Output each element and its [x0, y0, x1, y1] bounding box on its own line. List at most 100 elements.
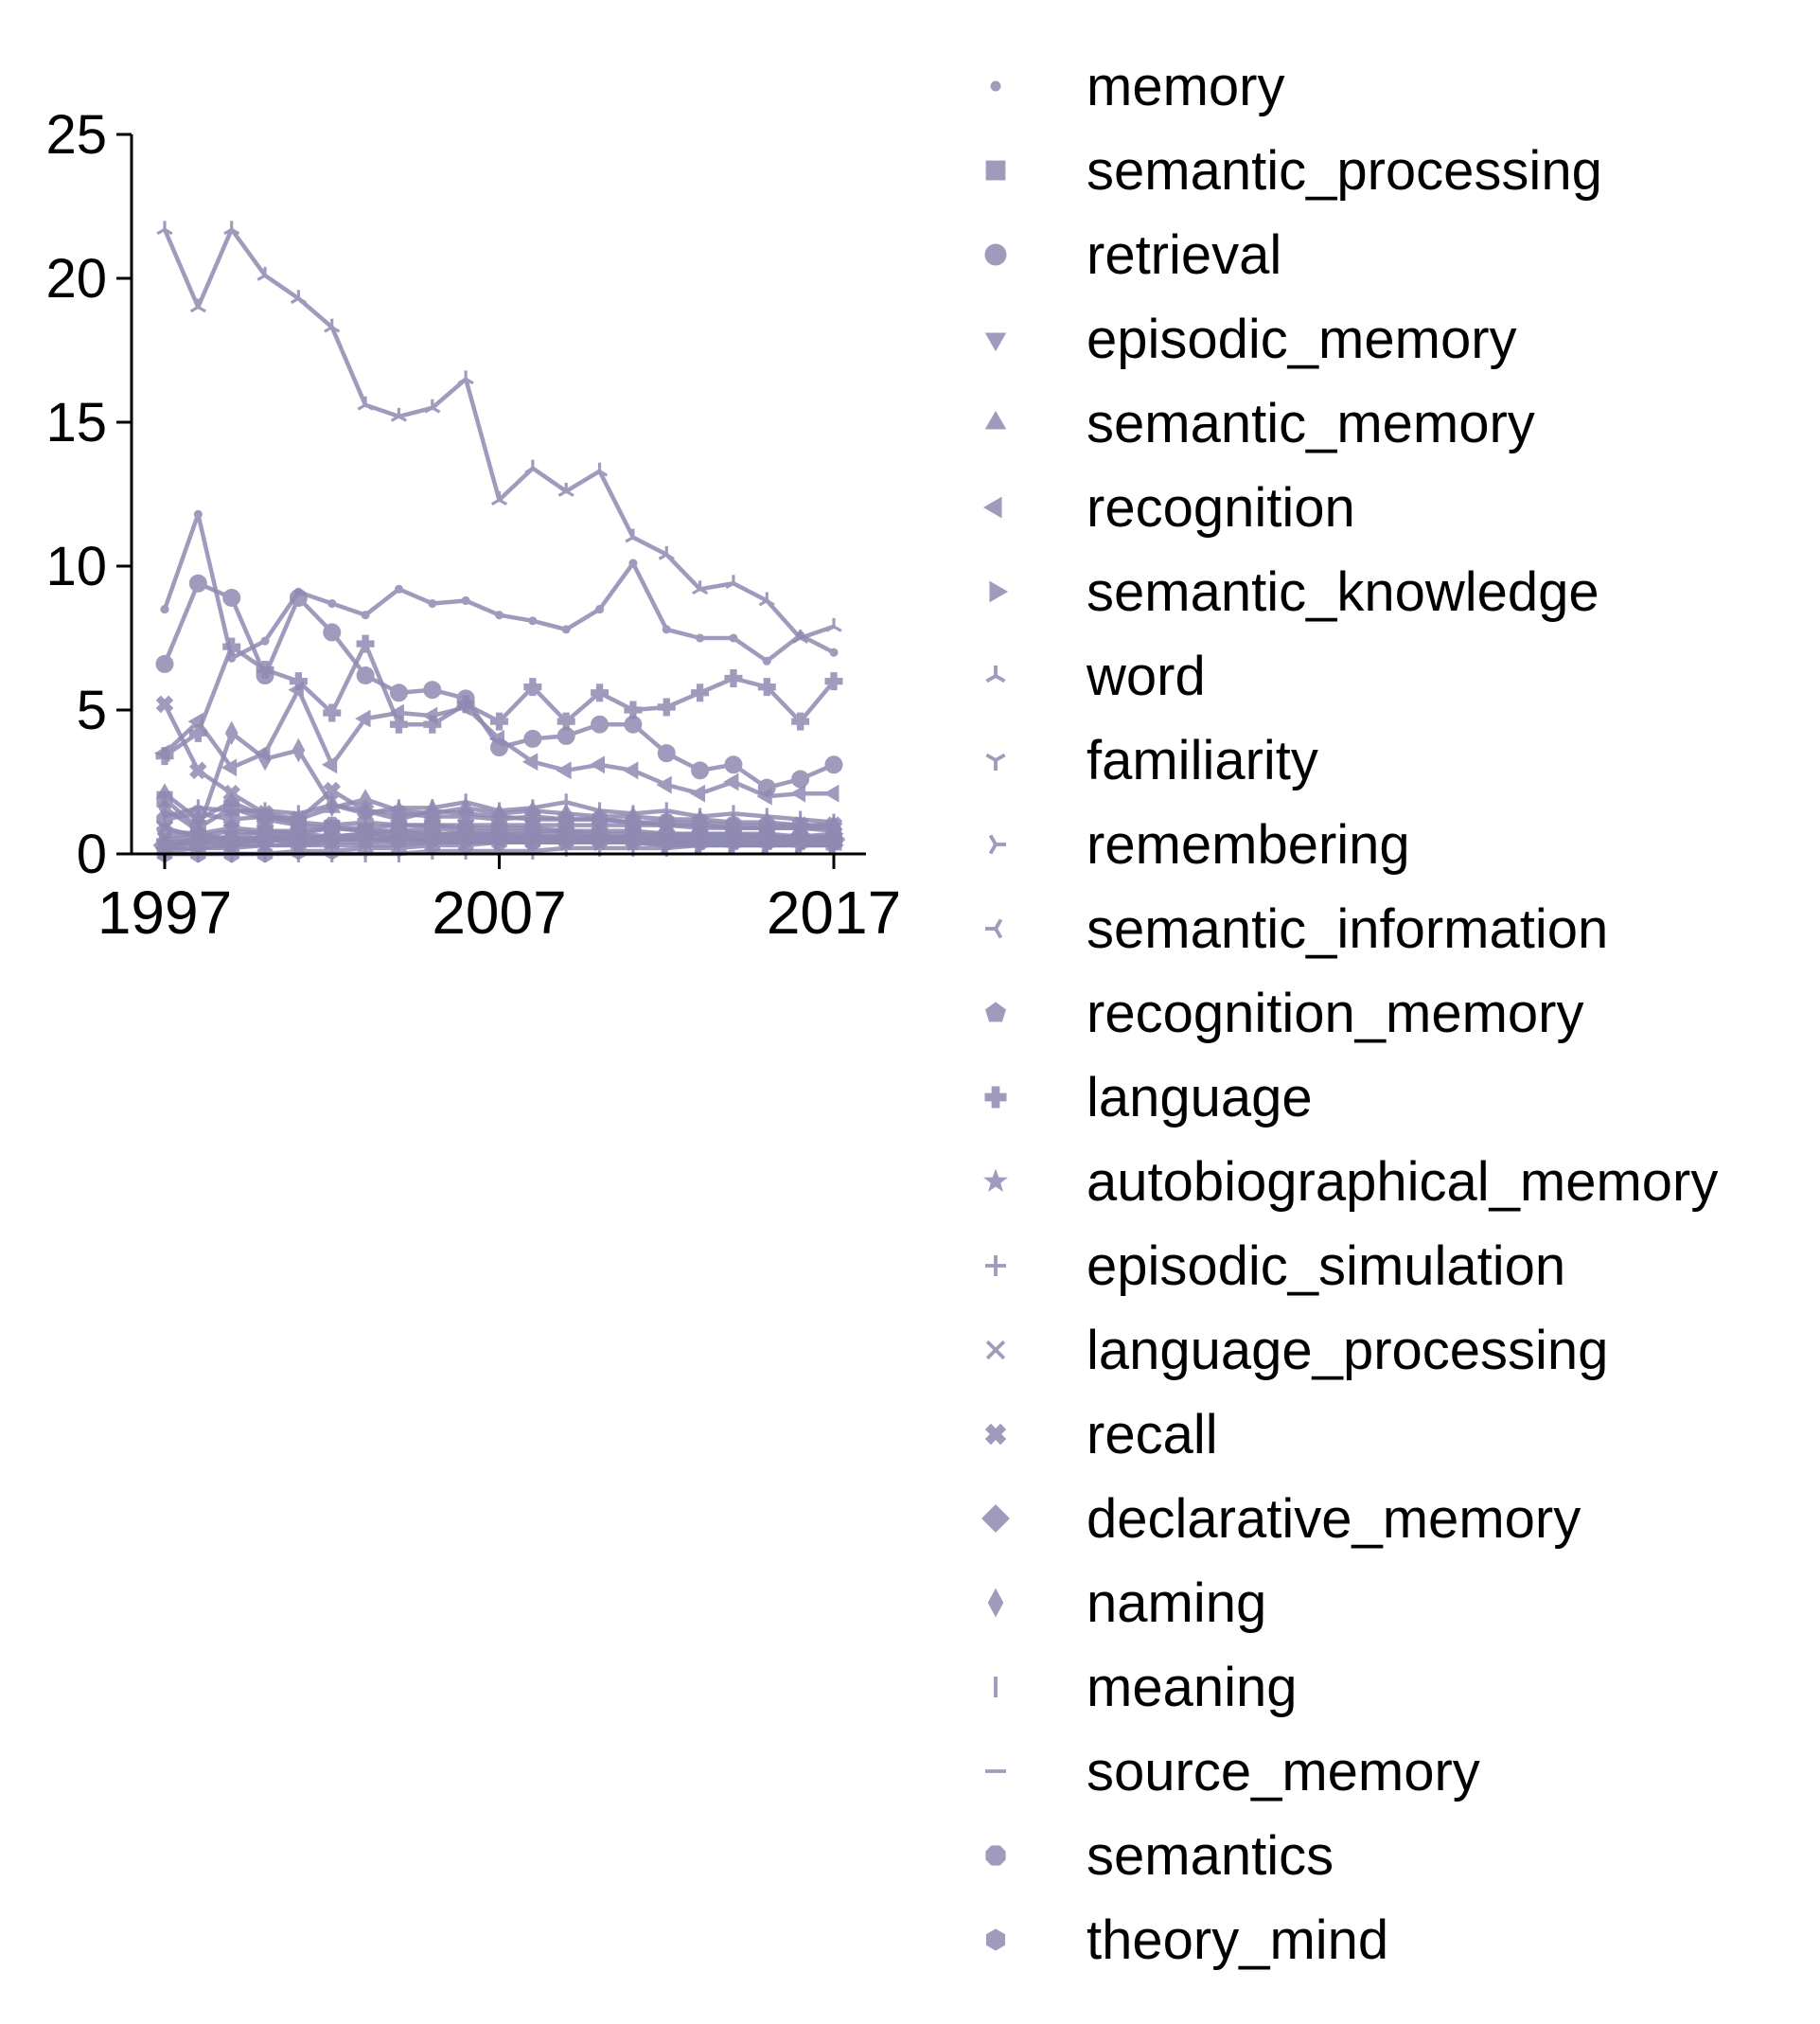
legend-item-naming: naming: [987, 1572, 1266, 1634]
data-point: [292, 737, 306, 763]
data-point: [557, 830, 574, 849]
data-point: [692, 580, 709, 595]
data-point: [324, 318, 341, 333]
y-tick-label: 20: [45, 248, 107, 310]
data-point: [729, 633, 738, 643]
data-point: [657, 698, 676, 717]
data-point: [592, 830, 608, 849]
data-point: [323, 623, 342, 642]
legend-marker: [984, 332, 1007, 352]
data-point: [222, 637, 241, 656]
data-point: [189, 298, 206, 313]
data-point: [591, 715, 610, 734]
legend-label: word: [1086, 646, 1206, 707]
data-point: [355, 709, 371, 728]
legend-marker: [988, 834, 1006, 855]
x-tick-label: 1997: [97, 879, 232, 947]
legend-item-semantic-knowledge: semantic_knowledge: [989, 561, 1599, 623]
legend-item-meaning: meaning: [994, 1657, 1297, 1718]
legend-label: semantic_knowledge: [1087, 561, 1599, 623]
legend-item-episodic-memory: episodic_memory: [984, 309, 1517, 370]
data-point: [188, 723, 207, 742]
data-point: [424, 836, 441, 855]
legend-label: semantic_information: [1087, 898, 1608, 960]
data-point: [591, 462, 609, 477]
data-point: [289, 588, 308, 607]
legend-item-word: word: [985, 646, 1206, 707]
data-point: [461, 595, 470, 606]
data-point: [490, 491, 508, 506]
legend-label: retrieval: [1087, 224, 1281, 286]
legend-marker: [985, 1255, 1006, 1276]
data-point: [155, 747, 174, 766]
data-point: [656, 775, 672, 794]
legend-label: source_memory: [1087, 1741, 1480, 1802]
data-point: [321, 755, 338, 774]
data-point: [825, 825, 842, 843]
legend-label: language: [1087, 1067, 1313, 1128]
data-point: [657, 744, 676, 763]
data-point: [625, 528, 642, 543]
data-point: [188, 574, 207, 593]
legend-marker: [985, 1928, 1006, 1951]
legend-item-remembering: remembering: [988, 814, 1410, 876]
data-point: [789, 784, 806, 803]
data-point: [628, 559, 638, 568]
legend-item-episodic-simulation: episodic_simulation: [985, 1235, 1565, 1297]
data-point: [556, 761, 572, 780]
data-point: [594, 605, 605, 614]
legend-label: remembering: [1087, 814, 1410, 876]
legend-item-theory-mind: theory_mind: [985, 1909, 1388, 1971]
data-point: [391, 839, 407, 858]
data-point: [725, 827, 742, 846]
data-point: [424, 399, 441, 414]
data-point: [222, 810, 240, 828]
data-point: [290, 813, 308, 831]
legend-marker: [983, 1168, 1008, 1192]
data-point: [758, 592, 775, 607]
data-point: [524, 833, 541, 852]
data-point: [457, 836, 474, 855]
data-point: [258, 746, 272, 772]
data-point: [223, 221, 240, 236]
data-point: [523, 729, 542, 748]
data-point: [356, 634, 375, 653]
legend-label: semantic_processing: [1087, 140, 1602, 202]
legend-label: naming: [1087, 1572, 1266, 1634]
data-point: [390, 816, 408, 834]
series-language: [155, 634, 843, 766]
legend: memory semantic_processing retrieval episod…: [981, 56, 1718, 1971]
legend-label: semantics: [1087, 1825, 1334, 1887]
legend-marker: [984, 1423, 1007, 1446]
x-tick-label: 2017: [767, 879, 901, 947]
legend-label: episodic_memory: [1087, 309, 1517, 370]
data-point: [494, 611, 504, 620]
series-retrieval: [155, 574, 843, 797]
data-point: [524, 459, 541, 474]
data-point: [389, 684, 408, 702]
data-point: [357, 839, 374, 858]
series-word: [156, 221, 842, 644]
data-point: [191, 818, 205, 843]
data-point: [724, 669, 743, 688]
legend-marker: [989, 580, 1009, 603]
data-point: [589, 755, 605, 774]
legend-label: autobiographical_memory: [1087, 1151, 1718, 1213]
data-point: [156, 810, 173, 828]
legend-marker: [984, 243, 1007, 266]
legend-label: recall: [1087, 1404, 1218, 1465]
legend-marker: [985, 918, 1003, 939]
data-point: [491, 833, 507, 852]
series-memory: [160, 509, 839, 666]
legend-item-language-processing: language_processing: [985, 1320, 1608, 1381]
data-point: [193, 509, 203, 519]
legend-label: memory: [1087, 56, 1284, 117]
data-point: [759, 827, 775, 846]
legend-marker: [985, 160, 1006, 181]
legend-item-autobiographical-memory: autobiographical_memory: [983, 1151, 1718, 1213]
legend-label: episodic_simulation: [1087, 1235, 1565, 1297]
data-point: [829, 648, 839, 657]
legend-item-source-memory: source_memory: [985, 1741, 1480, 1802]
data-point: [658, 545, 675, 560]
legend-marker: [981, 1503, 1011, 1534]
